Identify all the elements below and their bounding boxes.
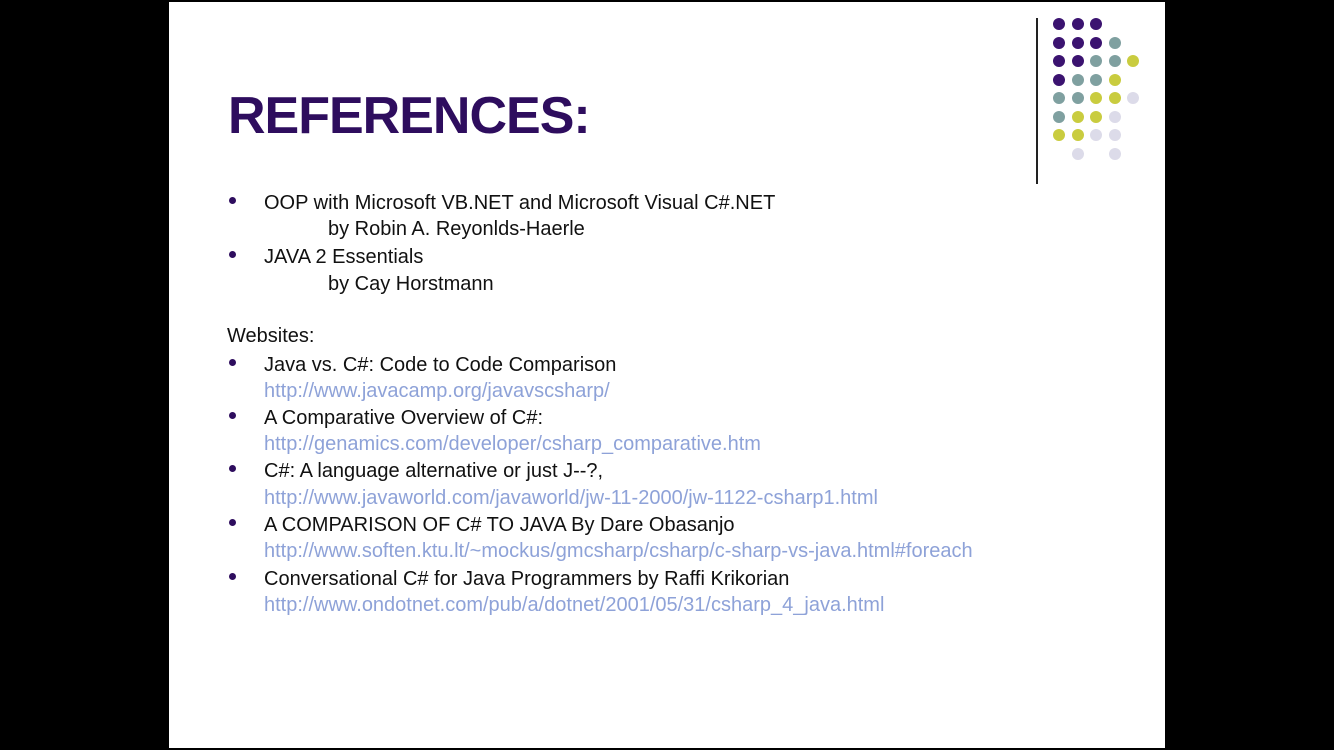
website-title: Java vs. C#: Code to Code Comparison [264, 354, 617, 376]
decor-dot [1071, 55, 1084, 67]
website-link[interactable]: http://www.javacamp.org/javavscsharp/ [264, 380, 610, 402]
bullet [229, 359, 236, 366]
decor-dot [1090, 129, 1102, 141]
decor-dot [1071, 92, 1084, 104]
website-title: C#: A language alternative or just J--?, [264, 460, 604, 482]
book-title: OOP with Microsoft VB.NET and Microsoft … [264, 192, 776, 214]
decor-dot [1071, 36, 1084, 49]
decor-dot [1090, 18, 1102, 30]
website-title: Conversational C# for Java Programmers b… [264, 568, 790, 590]
decor-dot [1108, 147, 1121, 160]
decor-dot [1108, 129, 1121, 141]
decor-dot [1053, 18, 1065, 30]
decor-dot [1090, 55, 1102, 67]
decor-dot [1053, 92, 1065, 104]
decor-dot [1108, 36, 1121, 49]
decor-dot [1090, 36, 1102, 49]
slide-title: REFERENCES: [228, 87, 591, 145]
dot-grid-decoration [1027, 14, 1157, 189]
decor-dot [1071, 129, 1084, 141]
decor-dot [1108, 55, 1121, 67]
websites-heading: Websites: [227, 325, 315, 347]
website-title: A Comparative Overview of C#: [264, 407, 543, 429]
bullet [229, 412, 236, 419]
decor-dot [1090, 92, 1102, 104]
decor-dot [1127, 92, 1139, 104]
decor-dot [1108, 110, 1121, 123]
bullet [229, 573, 236, 580]
slide-body: OOP with Microsoft VB.NET and Microsoft … [169, 2, 1165, 748]
decor-dot [1071, 147, 1084, 160]
decor-dot [1108, 92, 1121, 104]
decor-dot [1090, 73, 1102, 86]
decor-dot [1053, 129, 1065, 141]
book-author: by Robin A. Reyonlds-Haerle [328, 218, 585, 240]
book-author: by Cay Horstmann [328, 273, 494, 295]
website-link[interactable]: http://genamics.com/developer/csharp_com… [264, 433, 761, 455]
divider-line [1036, 18, 1038, 184]
website-link[interactable]: http://www.javaworld.com/javaworld/jw-11… [264, 487, 878, 509]
website-link[interactable]: http://www.soften.ktu.lt/~mockus/gmcshar… [264, 540, 973, 562]
decor-dot [1127, 55, 1139, 67]
bullet [229, 519, 236, 526]
decor-dot [1071, 18, 1084, 30]
decor-dot [1053, 73, 1065, 86]
decor-dot [1053, 55, 1065, 67]
website-title: A COMPARISON OF C# TO JAVA By Dare Obasa… [264, 514, 735, 536]
decor-dot [1090, 110, 1102, 123]
bullet [229, 465, 236, 472]
website-link[interactable]: http://www.ondotnet.com/pub/a/dotnet/200… [264, 594, 885, 616]
decor-dot [1071, 73, 1084, 86]
bullet [229, 251, 236, 258]
bullet [229, 197, 236, 204]
decor-dot [1071, 110, 1084, 123]
decor-dot [1053, 36, 1065, 49]
decor-dot [1053, 110, 1065, 123]
slide: REFERENCES: OOP with Microsoft VB.NET an… [169, 2, 1165, 748]
book-title: JAVA 2 Essentials [264, 246, 424, 268]
decor-dot [1108, 73, 1121, 86]
